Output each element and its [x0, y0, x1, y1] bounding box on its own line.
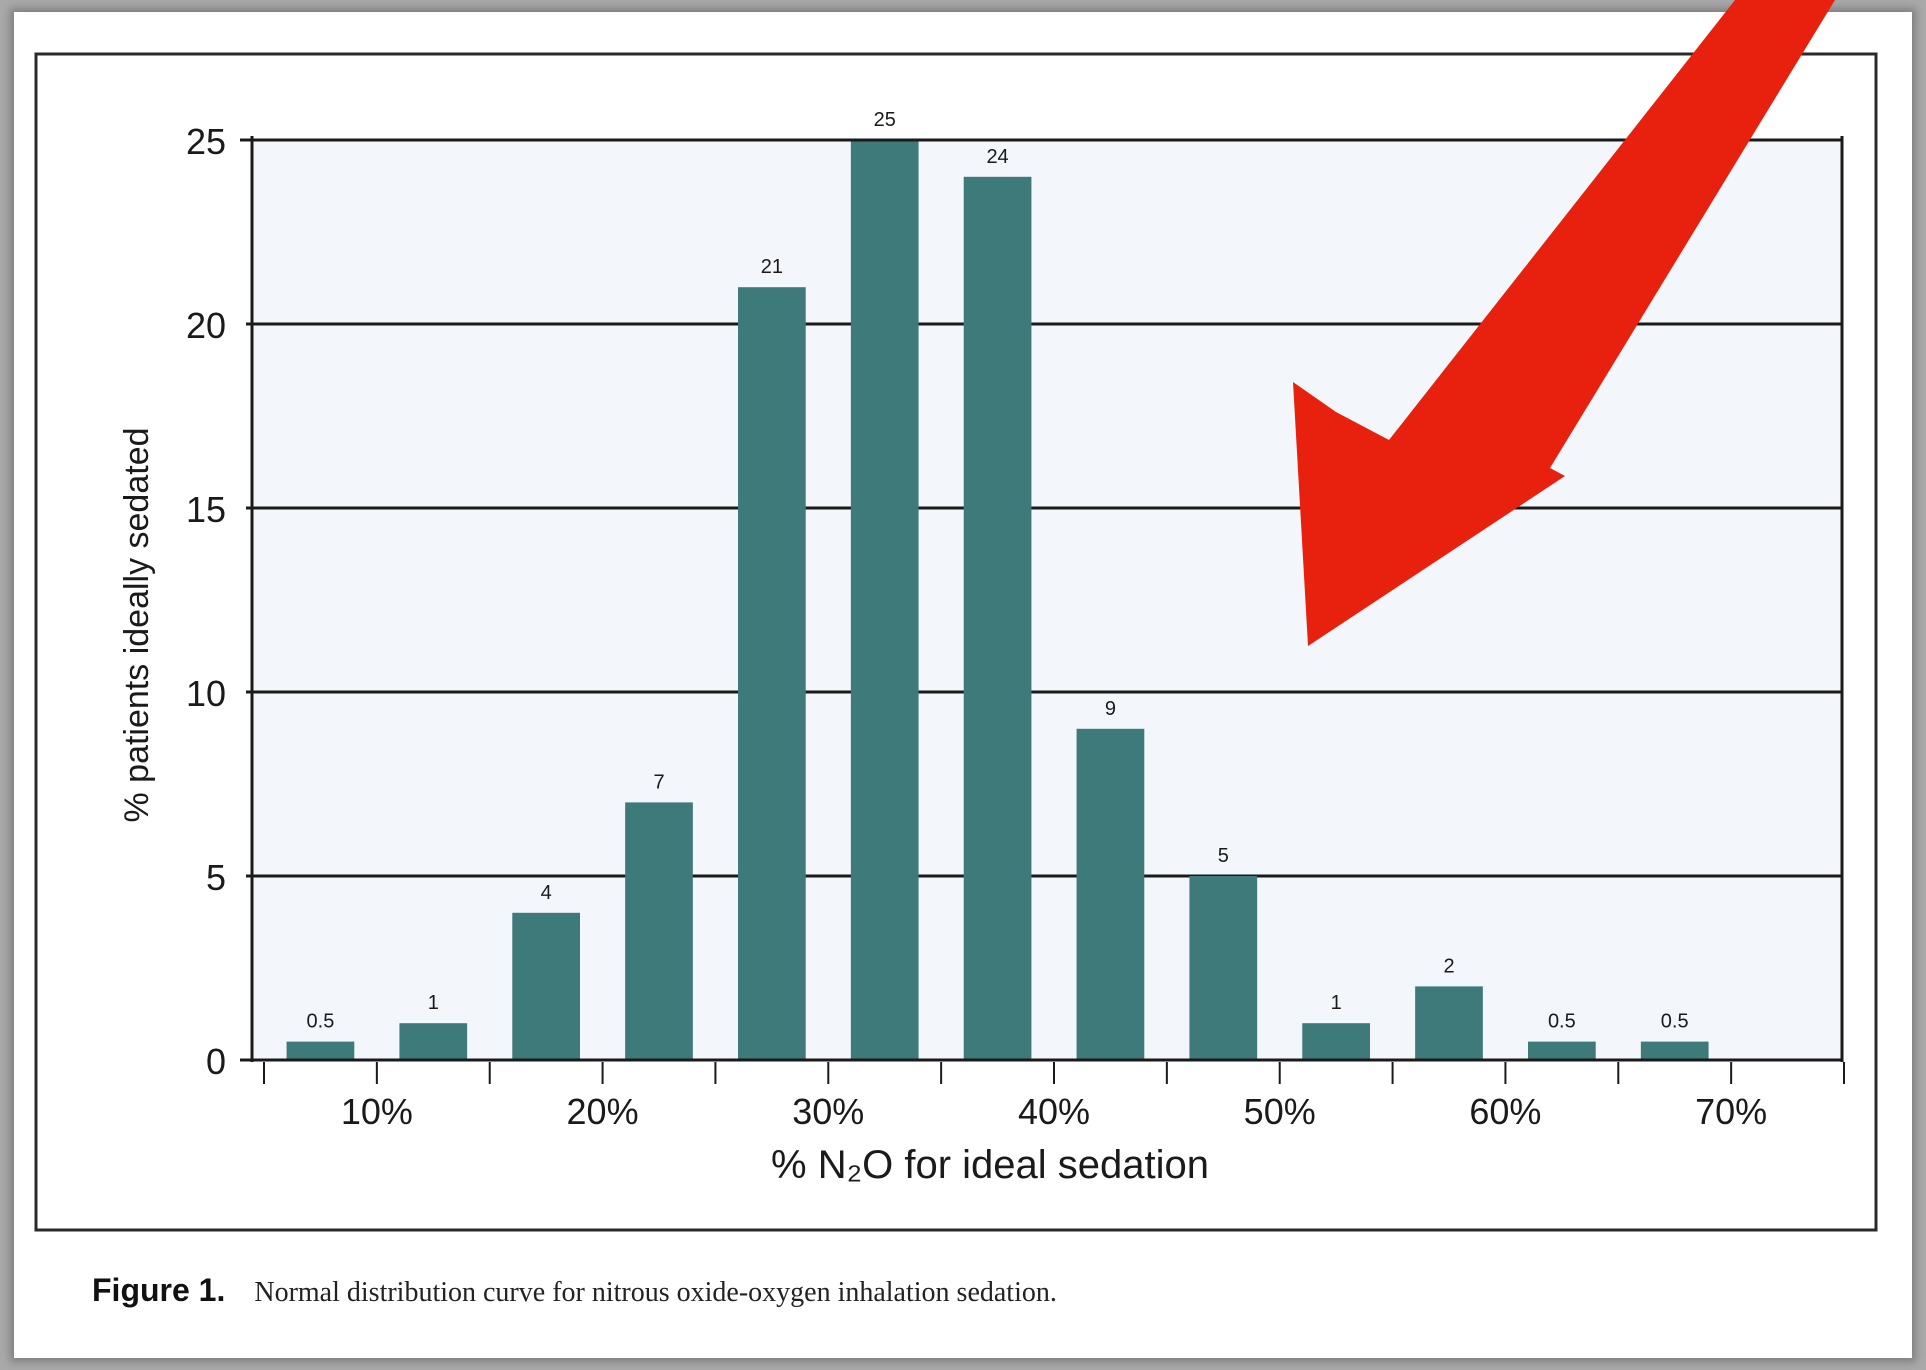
- y-tick-label: 25: [186, 121, 226, 162]
- bar: [625, 802, 693, 1060]
- x-tick-label: 30%: [792, 1091, 864, 1132]
- bar: [1528, 1041, 1596, 1060]
- x-tick-label: 50%: [1244, 1091, 1316, 1132]
- x-tick-label: 60%: [1469, 1091, 1541, 1132]
- bar-value-label: 0.5: [307, 1011, 335, 1033]
- bar-value-label: 0.5: [1548, 1011, 1576, 1033]
- x-tick-label: 10%: [341, 1091, 413, 1132]
- red-arrow-icon: [1293, 0, 1835, 646]
- bar: [738, 287, 806, 1060]
- caption-label: Figure 1.: [92, 1272, 226, 1308]
- bar: [1415, 986, 1483, 1060]
- bar: [286, 1041, 355, 1060]
- bar-value-label: 1: [1331, 992, 1342, 1014]
- bar: [512, 912, 580, 1060]
- y-tick-label: 15: [186, 489, 226, 530]
- bar: [1189, 876, 1258, 1060]
- y-tick-label: 5: [206, 857, 226, 898]
- x-axis-title: % N₂O for ideal sedation: [771, 1143, 1209, 1187]
- caption-text: Normal distribution curve for nitrous ox…: [254, 1277, 1057, 1308]
- label-layer: 0.5 1 4 7 21 25 24 9 5 1 2 0.5 0.5: [307, 109, 1689, 1033]
- bar-value-label: 4: [541, 882, 552, 904]
- y-tick-label: 10: [186, 673, 226, 714]
- bar-value-label: 21: [761, 256, 783, 278]
- y-axis-title: % patients ideally sedated: [118, 427, 156, 822]
- bar: [1302, 1023, 1370, 1060]
- y-tick-label: 20: [186, 305, 226, 346]
- x-tick-label: 70%: [1695, 1091, 1767, 1132]
- bar-value-label: 1: [428, 992, 439, 1014]
- bar-value-label: 2: [1443, 955, 1454, 977]
- bar: [1640, 1041, 1709, 1060]
- bar: [1076, 728, 1145, 1060]
- bar-value-label: 24: [986, 146, 1008, 168]
- bar-value-label: 25: [874, 109, 896, 131]
- x-tick-label: 40%: [1018, 1091, 1090, 1132]
- bar: [850, 140, 919, 1060]
- bar-value-label: 0.5: [1661, 1011, 1689, 1033]
- figure-caption: Figure 1. Normal distribution curve for …: [92, 1272, 1057, 1309]
- x-tick-label: 20%: [567, 1091, 639, 1132]
- bar-value-label: 7: [653, 771, 664, 793]
- y-tick-label: 0: [206, 1041, 226, 1082]
- bar-value-label: 9: [1105, 698, 1116, 720]
- bar-value-label: 5: [1218, 845, 1229, 867]
- bar: [963, 176, 1032, 1061]
- bar: [399, 1023, 468, 1060]
- bar-layer: [286, 140, 1709, 1061]
